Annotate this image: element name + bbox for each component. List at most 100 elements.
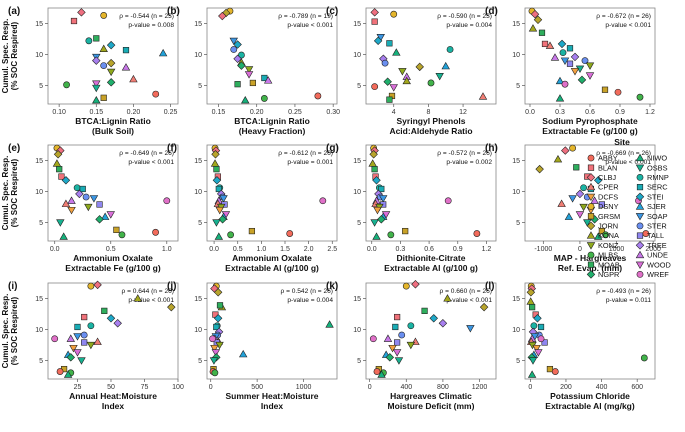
stat-annotation-rho: ρ = -0.612 (n = 26): [278, 150, 333, 157]
data-point-dcfs: [532, 344, 541, 353]
data-point-stei: [61, 176, 71, 185]
legend-label: SJER: [647, 202, 666, 211]
legend-item: KONZ: [586, 241, 619, 250]
y-tick-label: 15: [353, 296, 361, 303]
data-point-dcfs: [215, 206, 224, 215]
legend-marker-clbj: [586, 173, 596, 182]
panel-label: (b): [167, 6, 180, 17]
data-point-ster: [230, 46, 238, 53]
stat-annotation-pvalue: p-value < 0.001: [128, 297, 174, 304]
legend-item: STER: [636, 222, 667, 231]
stat-annotation-pvalue: p-value = 0.004: [446, 22, 492, 29]
x-tick-label: 1200: [472, 384, 488, 391]
data-point-ngpr: [106, 78, 116, 87]
data-point-niwo: [59, 232, 68, 240]
stat-annotation-rho: ρ = -0.672 (n = 26): [596, 13, 651, 20]
data-point-tree: [233, 54, 242, 64]
x-axis-title-line2: Extractable Al (g/100 g): [384, 263, 478, 273]
y-tick-label: 15: [194, 296, 202, 303]
legend-item: SOAP: [635, 212, 668, 221]
stat-annotation-rho: ρ = -0.590 (n = 23): [437, 13, 492, 20]
legend-item: GRSM: [587, 212, 620, 221]
data-point-ster: [100, 62, 108, 69]
legend-label: DSNY: [598, 202, 619, 211]
x-tick-label: 500: [251, 384, 263, 391]
legend-marker-rmnp: [636, 173, 644, 181]
data-point-dsny: [569, 144, 577, 152]
data-point-rmnp: [580, 184, 587, 192]
y-tick-label: 10: [512, 52, 520, 59]
data-point-kona: [553, 154, 563, 163]
stat-annotation-rho: ρ = -0.789 (n = 19): [278, 13, 333, 20]
data-point-konz: [244, 66, 254, 74]
panel-label: (h): [485, 143, 498, 154]
data-point-rmnp: [407, 322, 415, 330]
legend-item: CLBJ: [586, 173, 616, 182]
legend-item: BLAN: [587, 163, 617, 172]
x-axis-title-line1: BTCA:Lignin Ratio: [75, 116, 151, 126]
legend-label: UNDE: [647, 251, 668, 260]
legend-label: TREE: [647, 241, 667, 250]
data-point-osbs: [370, 219, 379, 227]
x-tick-label: 100: [172, 384, 184, 391]
data-point-serc: [215, 185, 222, 193]
x-axis-title-line1: Potassium Chloride: [550, 391, 630, 401]
y-tick-label: 5: [198, 83, 202, 90]
data-point-mlbs: [636, 93, 644, 101]
legend-marker-abby: [587, 154, 595, 162]
plot-frame: [365, 144, 497, 242]
data-point-niwo: [555, 94, 565, 102]
y-tick-label: 10: [194, 327, 202, 334]
data-point-sjer: [238, 349, 248, 358]
x-tick-label: 25: [74, 384, 82, 391]
data-point-tree: [92, 56, 101, 65]
legend-marker-osbs: [635, 164, 645, 173]
data-point-konz: [579, 203, 588, 212]
x-axis-title-line1: Summer Heat:Moisture: [225, 391, 318, 401]
legend-item: UNDE: [635, 251, 668, 260]
x-axis-title-line1: Hargreaves Climatic: [390, 391, 472, 401]
x-axis-title-line2: Ref. Evap. (mm): [558, 263, 622, 273]
data-point-tall: [394, 339, 401, 346]
data-point-grsm: [249, 79, 256, 87]
data-point-tree: [113, 319, 122, 328]
data-point-osbs: [92, 84, 101, 93]
x-tick-label: 2.0: [304, 246, 314, 253]
x-tick-label: 0.0: [209, 246, 219, 253]
data-point-osbs: [528, 357, 538, 365]
x-tick-label: 2.5: [327, 246, 337, 253]
y-tick-label: 10: [353, 327, 361, 334]
legend-label: STER: [647, 222, 667, 231]
data-point-grsm: [402, 227, 409, 235]
data-point-unde: [121, 63, 131, 71]
data-point-jorn: [211, 150, 220, 159]
data-point-konz: [585, 62, 595, 70]
legend-marker-blan: [587, 164, 595, 171]
data-point-clbj: [218, 11, 227, 21]
x-tick-label: 12: [459, 109, 467, 116]
x-axis-title-line2: Extractable Fe (g/100 g): [542, 126, 638, 136]
stat-annotation-rho: ρ = -0.544 (n = 23): [119, 13, 174, 20]
x-tick-label: 400: [596, 384, 608, 391]
legend-label: KONA: [598, 231, 619, 240]
data-point-ster: [581, 57, 589, 65]
y-axis-title-line1: Cumul. Spec. Resp.: [1, 19, 10, 94]
x-tick-label: 400: [400, 384, 412, 391]
legend-label: SOAP: [647, 212, 668, 221]
data-point-wref: [209, 335, 216, 343]
x-tick-label: 0.25: [288, 109, 302, 116]
stat-annotation-rho: ρ = 0.644 (n = 26): [121, 288, 174, 295]
data-point-kona: [52, 159, 62, 167]
y-tick-label: 15: [35, 21, 43, 28]
y-tick-label: 5: [198, 358, 202, 365]
x-tick-label: 0.25: [164, 109, 178, 116]
data-point-moab: [529, 304, 536, 311]
data-point-konz: [106, 68, 116, 77]
x-tick-label: 2000: [645, 246, 661, 253]
legend-marker-ngpr: [586, 270, 596, 279]
legend-item: MLBS: [587, 251, 618, 260]
data-point-moab: [371, 166, 378, 173]
data-point-kona: [526, 297, 535, 305]
data-point-mlbs: [602, 231, 609, 239]
